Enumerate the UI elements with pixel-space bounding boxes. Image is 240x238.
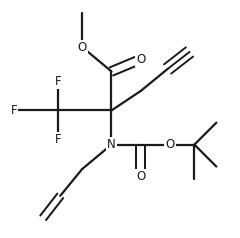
Text: F: F — [11, 104, 17, 117]
Text: N: N — [107, 138, 116, 151]
Text: O: O — [78, 40, 87, 54]
Text: O: O — [136, 170, 145, 183]
Text: F: F — [54, 75, 61, 88]
Text: O: O — [165, 138, 175, 151]
Text: O: O — [136, 53, 145, 66]
Text: F: F — [54, 133, 61, 146]
